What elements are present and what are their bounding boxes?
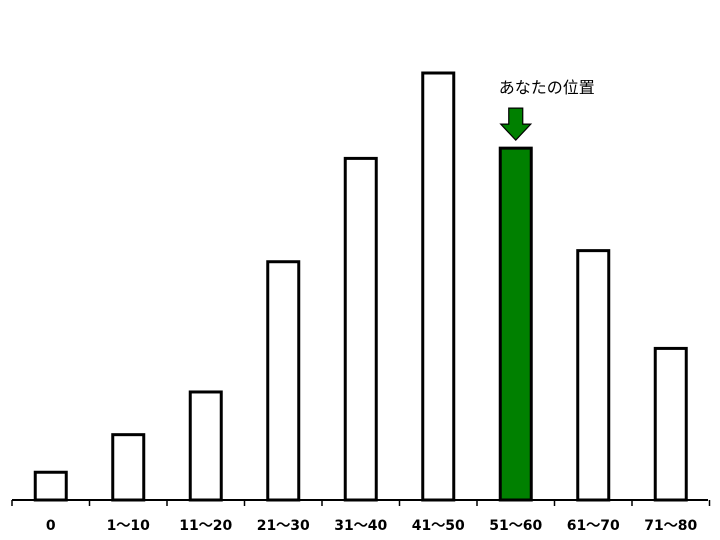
bar-highlighted — [498, 146, 533, 502]
annotation-label: あなたの位置 — [499, 78, 595, 97]
annotation-layer: あなたの位置 — [499, 78, 595, 142]
x-tick-label: 61〜70 — [567, 518, 620, 534]
bar — [343, 156, 378, 502]
down-arrow-icon — [499, 107, 533, 142]
tick-labels-layer: 0 1〜10 11〜20 21〜30 31〜40 41〜50 51〜60 61〜70 71〜80 — [46, 518, 698, 534]
bar — [33, 470, 68, 502]
x-tick-label: 21〜30 — [257, 518, 310, 534]
x-tick-label: 11〜20 — [179, 518, 232, 534]
bar — [188, 390, 223, 502]
ticks-layer — [11, 500, 711, 506]
bar — [111, 433, 146, 502]
x-tick-label: 31〜40 — [334, 518, 387, 534]
x-tick-label: 0 — [46, 518, 56, 534]
bar — [266, 260, 301, 502]
bar — [576, 249, 611, 502]
bar — [653, 346, 688, 502]
x-tick-label: 1〜10 — [107, 518, 150, 534]
x-tick-label: 71〜80 — [644, 518, 697, 534]
x-tick-label: 51〜60 — [489, 518, 542, 534]
x-tick-label: 41〜50 — [412, 518, 465, 534]
bar — [421, 71, 456, 502]
bars-layer — [33, 71, 688, 502]
